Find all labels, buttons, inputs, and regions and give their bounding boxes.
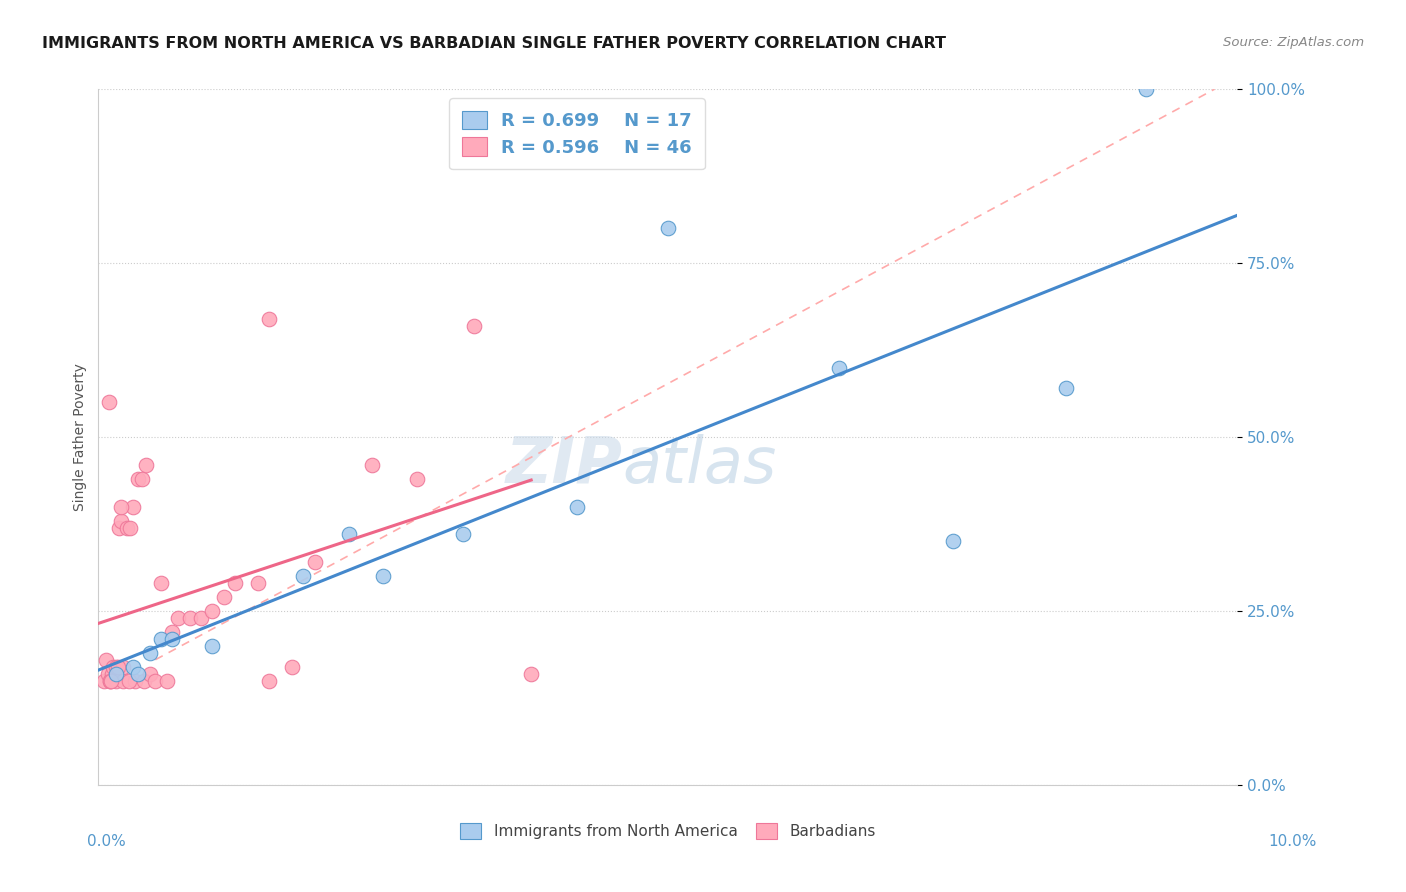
Point [120, 520, 142, 534]
Text: atlas: atlas [623, 434, 776, 496]
Point [132, 673, 155, 688]
Point [179, 611, 201, 625]
Point [112, 659, 135, 673]
Point [190, 611, 212, 625]
Point [104, 659, 127, 673]
Point [201, 604, 224, 618]
Point [156, 673, 179, 688]
Point [101, 666, 124, 681]
Point [107, 659, 129, 673]
Point [224, 576, 246, 591]
Point [304, 555, 326, 569]
Point [259, 673, 281, 688]
Point [259, 311, 281, 326]
Point [98, 673, 121, 688]
Point [657, 221, 679, 235]
Point [150, 632, 173, 646]
Point [103, 659, 125, 673]
Text: 0.0%: 0.0% [87, 834, 125, 848]
Y-axis label: Single Father Poverty: Single Father Poverty [73, 363, 87, 511]
Point [93, 673, 115, 688]
Point [112, 673, 135, 688]
Point [1135, 82, 1157, 96]
Point [162, 632, 184, 646]
Point [212, 590, 235, 604]
Point [246, 576, 269, 591]
Point [135, 458, 157, 472]
Point [942, 534, 965, 549]
Point [281, 659, 304, 673]
Point [145, 673, 167, 688]
Point [100, 673, 122, 688]
Point [520, 666, 543, 681]
Point [406, 472, 429, 486]
Point [118, 673, 141, 688]
Point [337, 527, 360, 541]
Point [138, 666, 160, 681]
Point [167, 611, 190, 625]
Text: ZIP: ZIP [505, 434, 623, 496]
Point [127, 472, 149, 486]
Point [292, 569, 315, 583]
Point [124, 673, 146, 688]
Point [565, 500, 588, 514]
Point [108, 520, 131, 534]
Point [121, 659, 143, 673]
Point [463, 318, 485, 333]
Point [121, 500, 143, 514]
Text: Source: ZipAtlas.com: Source: ZipAtlas.com [1223, 36, 1364, 49]
Point [127, 666, 149, 681]
Point [96, 653, 118, 667]
Point [110, 500, 132, 514]
Legend: Immigrants from North America, Barbadians: Immigrants from North America, Barbadian… [453, 815, 883, 847]
Point [131, 472, 153, 486]
Point [201, 639, 224, 653]
Point [360, 458, 382, 472]
Point [104, 673, 127, 688]
Point [828, 360, 851, 375]
Point [1056, 381, 1078, 395]
Point [110, 514, 132, 528]
Point [371, 569, 394, 583]
Point [138, 646, 160, 660]
Text: 10.0%: 10.0% [1268, 834, 1317, 848]
Point [97, 395, 120, 409]
Point [104, 666, 127, 681]
Point [96, 666, 118, 681]
Point [150, 576, 173, 591]
Point [98, 673, 121, 688]
Point [162, 624, 184, 639]
Text: IMMIGRANTS FROM NORTH AMERICA VS BARBADIAN SINGLE FATHER POVERTY CORRELATION CHA: IMMIGRANTS FROM NORTH AMERICA VS BARBADI… [42, 36, 946, 51]
Point [451, 527, 474, 541]
Point [115, 520, 138, 534]
